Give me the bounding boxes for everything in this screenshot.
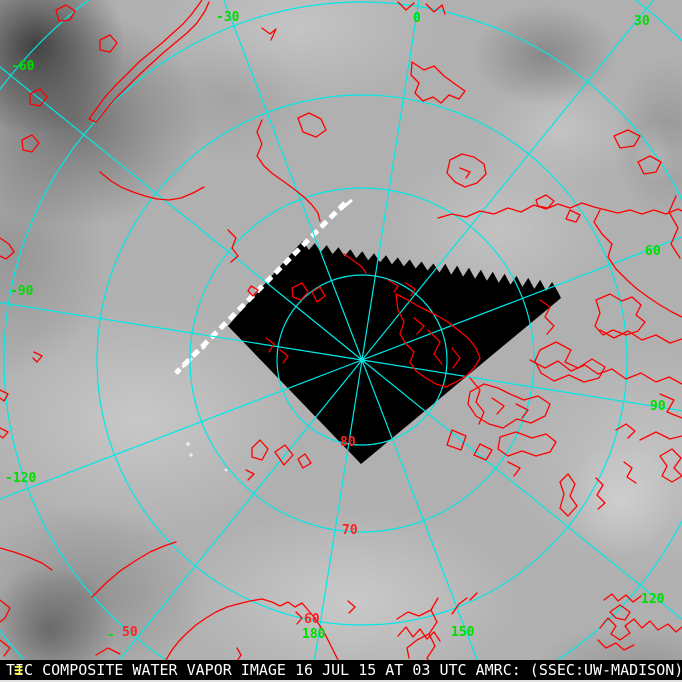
coastline-path <box>660 449 682 482</box>
missing-data-region <box>228 241 561 464</box>
bottom-strip <box>0 680 682 682</box>
swath-streak <box>176 203 345 373</box>
coastline-path <box>535 342 605 382</box>
meridian-line <box>362 0 445 360</box>
coastline-path <box>447 154 486 187</box>
meridian-line <box>172 0 362 360</box>
missing-data-polygon <box>228 241 561 464</box>
coastline-path <box>598 594 641 650</box>
meridian-line <box>362 0 682 360</box>
coastline-path <box>0 238 14 259</box>
coastline-path <box>262 2 445 40</box>
bright-speck <box>186 442 190 446</box>
coastline-path <box>396 294 480 387</box>
coastline-path <box>438 203 682 218</box>
coastline-path <box>246 440 311 480</box>
caption-bar: TIC COMPOSITE WATER VAPOR IMAGE 16 JUL 1… <box>0 660 682 680</box>
coastline-path <box>298 113 326 137</box>
coastline-path <box>595 294 645 335</box>
coastline-path <box>447 430 466 450</box>
bright-speck <box>224 468 228 472</box>
coastline-path <box>237 601 355 660</box>
coastline-path <box>536 195 580 222</box>
coastline-path <box>594 210 682 317</box>
meridian-line <box>362 360 682 660</box>
coastline-path <box>30 89 47 106</box>
coastline-path <box>344 254 366 273</box>
swath-streak-tail <box>173 346 205 376</box>
text-cursor[interactable]: ≡ <box>14 661 24 679</box>
coastline-path <box>411 62 465 103</box>
latitude-circle <box>97 95 627 625</box>
caption-text: TIC COMPOSITE WATER VAPOR IMAGE 16 JUL 1… <box>6 661 682 679</box>
coastline-path <box>498 432 556 456</box>
coastline-path <box>228 230 238 262</box>
latitude-circle <box>277 275 447 445</box>
meridian-line <box>0 277 362 360</box>
swath-streak-tip <box>340 200 352 210</box>
bright-specks <box>186 442 228 472</box>
latitude-circle <box>4 2 682 660</box>
latitude-circle <box>190 188 534 532</box>
coastline-path <box>600 618 682 640</box>
water-vapor-imagery[interactable]: -30 0 30 60 90 120 150 180- -120 -90 -60 80 70 60 50 <box>0 0 682 660</box>
coastline-path <box>640 394 682 440</box>
coastline-path <box>596 424 636 509</box>
meridian-line <box>279 360 362 660</box>
coastline-path <box>540 300 554 334</box>
coastline-path <box>0 600 120 656</box>
coastline-path <box>266 338 288 363</box>
coastline-path <box>257 120 320 221</box>
coastline-path <box>669 196 680 258</box>
coastline-path <box>100 172 204 200</box>
coastline-path <box>397 610 431 658</box>
coastline-path <box>388 280 415 296</box>
coastlines <box>0 0 682 660</box>
coastline-path <box>474 444 520 476</box>
satellite-swath-artifact <box>173 200 352 376</box>
coastline-path <box>530 360 682 384</box>
coastline-path <box>248 286 258 296</box>
coastline-path <box>56 5 75 21</box>
meridian-line <box>362 170 682 360</box>
coastline-path <box>470 378 484 424</box>
coastline-path <box>166 599 338 660</box>
meridian-line <box>0 360 362 550</box>
meridian-line <box>28 360 362 660</box>
coastline-path <box>292 283 325 302</box>
bright-speck <box>189 453 193 457</box>
coastline-path <box>89 0 209 122</box>
coastline-path <box>100 35 117 52</box>
coastline-path <box>22 135 39 152</box>
coastline-path <box>92 542 176 597</box>
coastline-path <box>468 384 550 428</box>
map-overlay <box>0 0 682 660</box>
coastline-path <box>0 352 42 438</box>
coastline-path <box>398 627 440 641</box>
coastline-path <box>492 398 528 418</box>
coastline-path <box>560 474 577 516</box>
meridian-line <box>362 360 682 443</box>
coastline-path <box>414 318 460 368</box>
coastline-path <box>614 130 661 174</box>
coastline-path <box>427 598 438 660</box>
coastline-path <box>0 548 52 570</box>
coastline-path <box>452 593 477 614</box>
meridian-line <box>0 26 362 360</box>
coastline-path <box>600 330 682 343</box>
